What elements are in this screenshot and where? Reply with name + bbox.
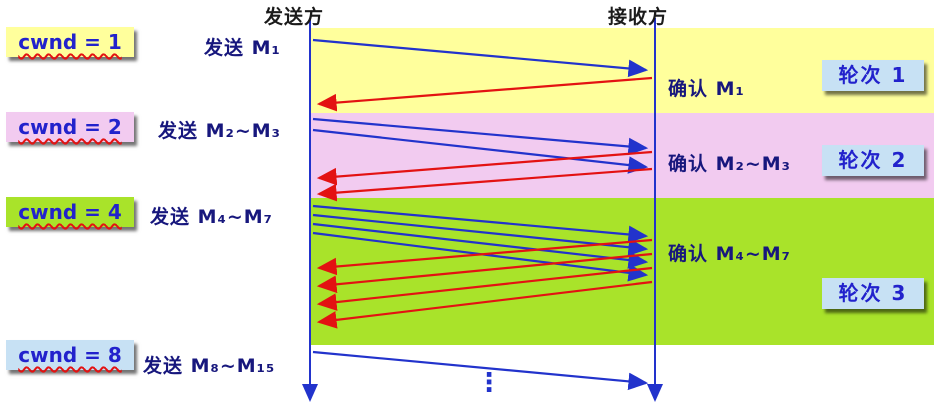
data-arrow [312, 350, 649, 391]
data-arrow [312, 128, 649, 174]
data-arrow [312, 213, 649, 256]
sender-header: 发送方 [264, 6, 325, 28]
cwnd-label-round4: cwnd = 8 [6, 340, 134, 370]
data-arrow [312, 38, 649, 78]
ack-arrow [316, 238, 653, 276]
ack-label-round2: 确认 M₂~M₃ [668, 153, 791, 175]
send-label-round4: 发送 M₈~M₁₅ [143, 355, 276, 377]
cwnd-label-round2: cwnd = 2 [6, 112, 134, 142]
ack-label-round1: 确认 M₁ [668, 78, 745, 100]
ack-arrow [316, 252, 653, 294]
data-arrow [312, 222, 649, 269]
data-arrow [312, 117, 649, 156]
send-label-round2: 发送 M₂~M₃ [158, 120, 281, 142]
round-badge-1: 轮次 1 [822, 60, 924, 91]
ack-arrow [316, 150, 653, 186]
receiver-header: 接收方 [608, 6, 669, 28]
cwnd-label-round3: cwnd = 4 [6, 197, 134, 227]
ack-arrow [316, 76, 653, 112]
round-badge-3: 轮次 3 [822, 278, 924, 309]
ack-arrow [316, 280, 653, 329]
continuation-ellipsis: ⋮ [476, 368, 502, 398]
cwnd-label-round1: cwnd = 1 [6, 27, 134, 57]
round-badge-2: 轮次 2 [822, 145, 924, 176]
ack-label-round3: 确认 M₄~M₇ [668, 243, 791, 265]
send-label-round1: 发送 M₁ [204, 37, 281, 59]
ack-arrow [316, 266, 653, 311]
ack-arrow [316, 167, 653, 202]
send-label-round3: 发送 M₄~M₇ [150, 206, 273, 228]
data-arrow [312, 204, 649, 244]
